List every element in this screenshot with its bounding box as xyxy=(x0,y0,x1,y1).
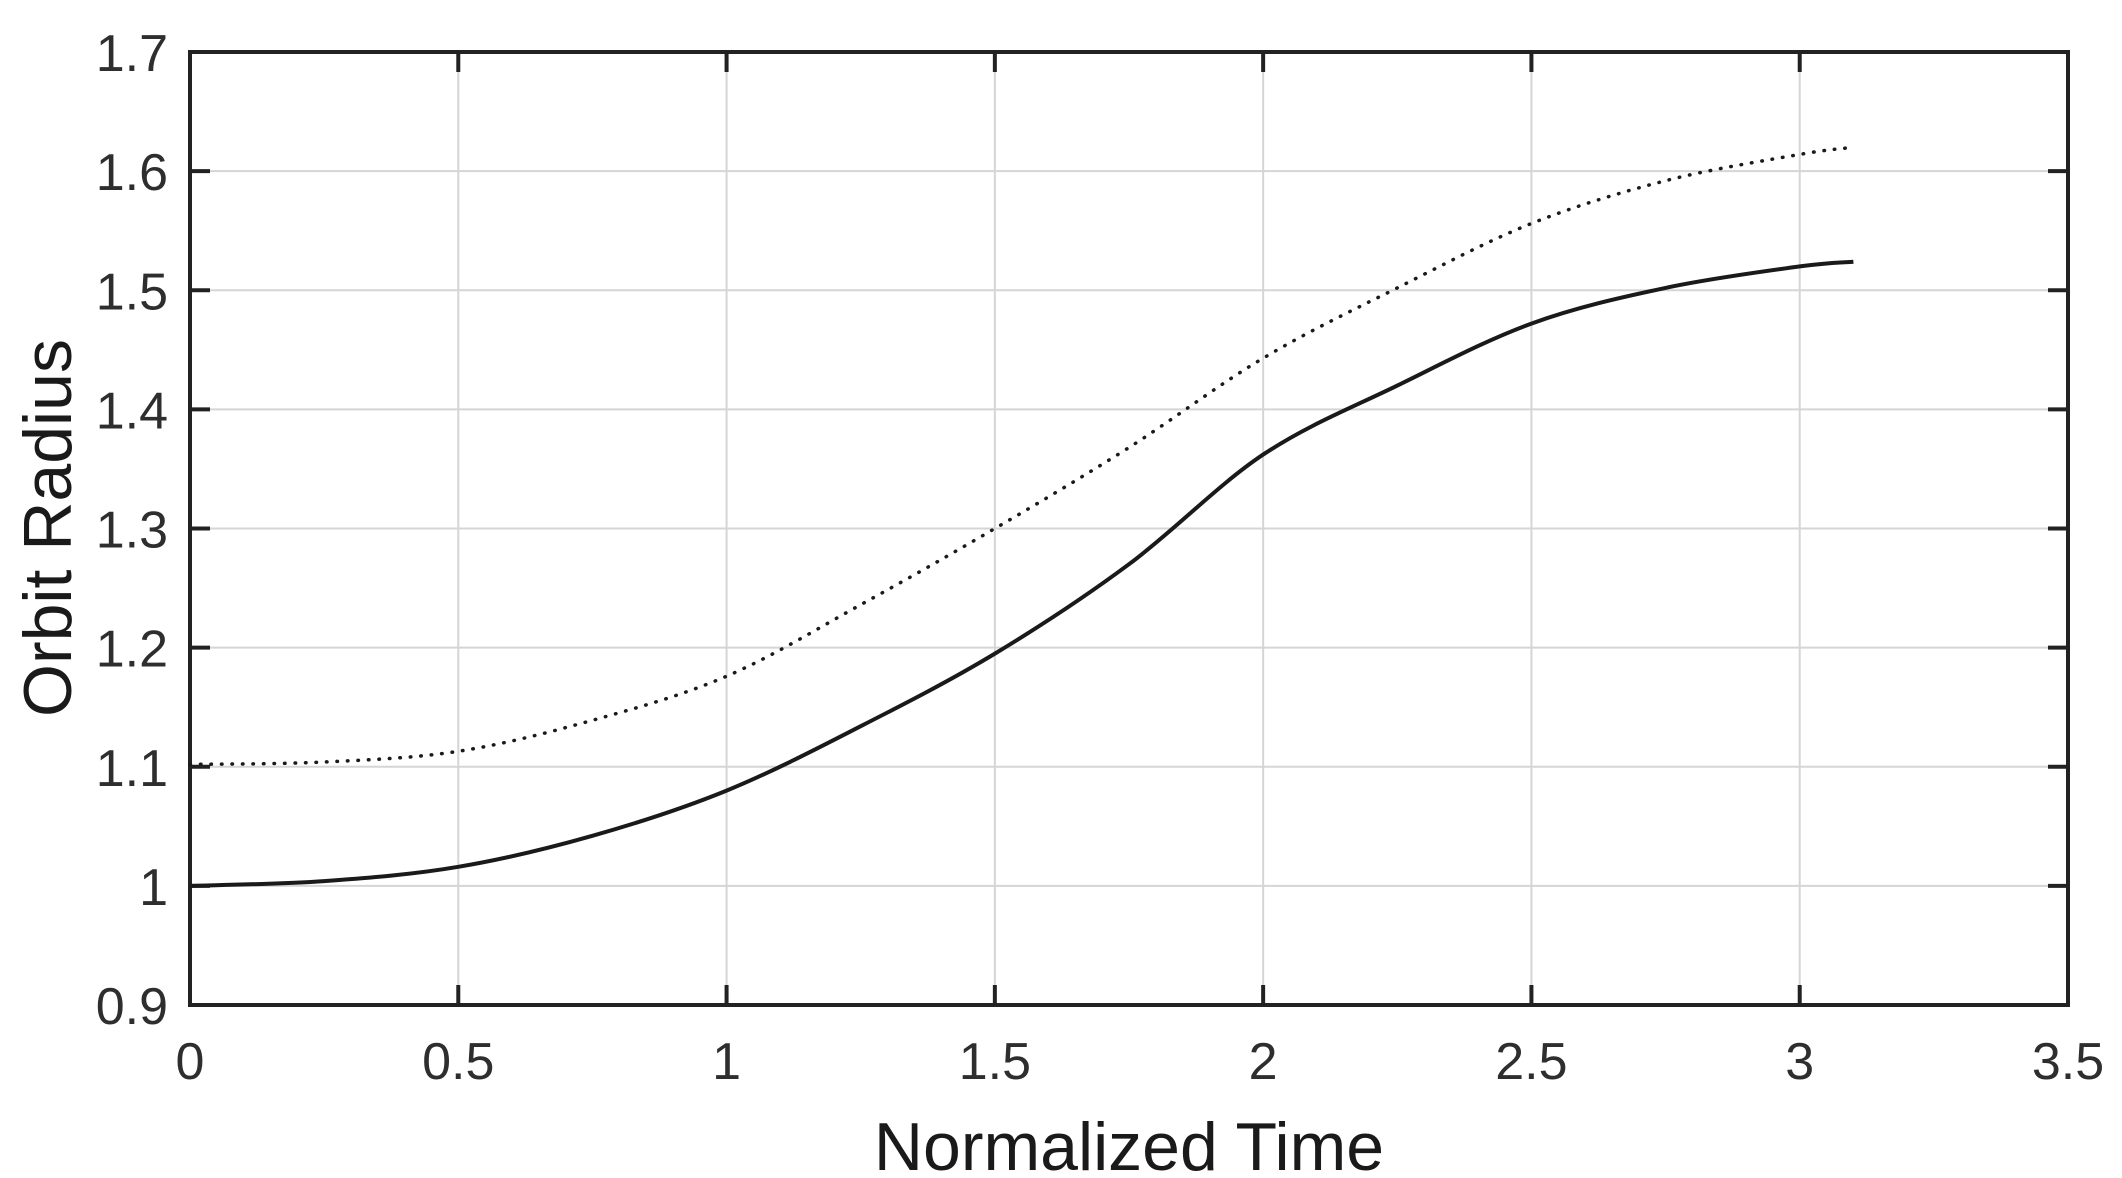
y-tick-label: 1.6 xyxy=(96,144,168,202)
grid-layer xyxy=(190,52,2068,1005)
x-tick-label: 3 xyxy=(1785,1033,1814,1091)
series-layer xyxy=(188,145,1856,888)
x-tick-label: 2.5 xyxy=(1495,1033,1567,1091)
tick-layer xyxy=(188,50,2070,1007)
series-dotted-curve-line xyxy=(188,145,1856,767)
y-tick-label: 1.7 xyxy=(96,25,168,83)
y-tick-label: 1.5 xyxy=(96,263,168,321)
tick-label-layer: 0 0.5 1 1.5 2 2.5 3 3.5 0.9 1 1.1 1.2 1.3 1.4 1.5 1.6 1.… xyxy=(96,25,2104,1091)
y-tick-label: 0.9 xyxy=(96,978,168,1036)
y-tick-label: 1 xyxy=(139,859,168,917)
series-solid-curve-line xyxy=(189,259,1854,888)
y-tick-label: 1.2 xyxy=(96,621,168,679)
x-tick-label: 2 xyxy=(1249,1033,1278,1091)
y-tick-label: 1.1 xyxy=(96,740,168,798)
y-axis-label: Orbit Radius xyxy=(10,339,86,717)
x-tick-label: 1.5 xyxy=(959,1033,1031,1091)
y-tick-label: 1.4 xyxy=(96,382,168,440)
x-tick-label: 3.5 xyxy=(2032,1033,2104,1091)
y-tick-label: 1.3 xyxy=(96,502,168,560)
x-axis-label: Normalized Time xyxy=(874,1109,1384,1178)
x-tick-label: 1 xyxy=(712,1033,741,1091)
x-tick-label: 0.5 xyxy=(422,1033,494,1091)
x-tick-label: 0 xyxy=(176,1033,205,1091)
